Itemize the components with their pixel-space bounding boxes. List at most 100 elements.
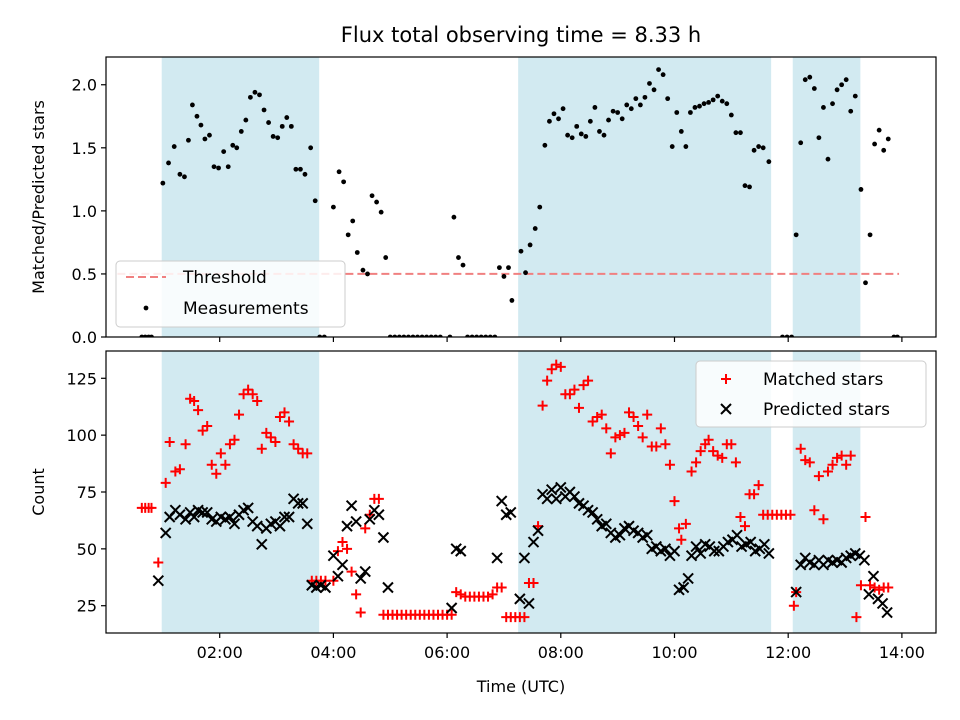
matched-star-point	[860, 512, 871, 523]
predicted-star-point	[527, 536, 540, 548]
measurement-point	[293, 166, 299, 172]
measurement-point	[839, 82, 845, 88]
measurement-point	[715, 93, 721, 99]
measurement-point	[642, 94, 648, 100]
measurement-point	[190, 102, 195, 108]
measurement-point	[261, 107, 267, 113]
matched-star-point	[252, 396, 263, 407]
matched-star-point	[202, 421, 213, 432]
matched-star-point	[619, 427, 630, 438]
measurement-point	[628, 106, 634, 112]
matched-star-point	[800, 455, 811, 466]
measurement-point	[821, 105, 826, 110]
predicted-star-point	[292, 497, 304, 510]
measurement-point	[341, 179, 347, 185]
measurement-point	[619, 116, 625, 122]
predicted-star-point	[614, 529, 626, 541]
predicted-star-point	[283, 511, 295, 523]
predicted-star-point	[491, 552, 503, 564]
y-tick-label: 1.5	[72, 139, 97, 158]
legend-box	[695, 360, 927, 428]
predicted-star-point	[523, 597, 535, 610]
y-tick-label: 0.0	[72, 328, 97, 347]
predicted-star-point	[591, 513, 603, 525]
y-tick-label: 125	[66, 369, 97, 388]
measurement-point	[733, 130, 739, 136]
matched-star-point	[851, 612, 862, 623]
measurement-point	[876, 127, 882, 133]
measurement-point	[518, 248, 524, 254]
measurement-point	[551, 111, 557, 117]
measurement-point	[760, 145, 766, 151]
matched-star-point	[795, 443, 806, 454]
measurement-point	[858, 187, 864, 192]
measurement-point	[354, 250, 360, 255]
measurement-point	[171, 144, 177, 149]
x-axis-label: Time (UTC)	[476, 677, 565, 696]
predicted-star-point	[327, 549, 340, 562]
matched-star-point	[153, 557, 164, 568]
measurement-point	[509, 298, 515, 303]
measurement-point	[216, 165, 221, 171]
matched-star-point	[785, 509, 796, 520]
measurement-point	[532, 226, 538, 231]
matched-star-point	[288, 439, 299, 450]
matched-star-point	[224, 439, 235, 450]
predicted-star-point	[550, 493, 562, 505]
predicted-star-point	[350, 515, 362, 528]
matched-star-point	[869, 582, 880, 593]
measurement-point	[284, 115, 290, 120]
matched-star-point	[160, 477, 171, 488]
predicted-star-point	[224, 511, 236, 523]
predicted-star-point	[763, 547, 775, 560]
matched-star-point	[274, 411, 285, 422]
matched-star-point	[660, 439, 671, 450]
measurement-point	[601, 132, 607, 138]
measurement-point	[583, 134, 589, 139]
matched-star-point	[674, 523, 685, 534]
matched-star-point	[238, 389, 249, 400]
measurement-point	[807, 74, 813, 80]
measurement-point	[257, 92, 262, 98]
matched-star-point	[455, 589, 466, 600]
matched-star-point	[822, 466, 833, 477]
measurement-point	[647, 81, 652, 86]
measurement-point	[592, 105, 598, 110]
y-tick-label: 0.5	[72, 265, 97, 284]
measurement-point	[665, 96, 671, 102]
measurement-point	[697, 103, 702, 109]
y-axis-label: Count	[29, 468, 48, 516]
measurement-point	[252, 89, 258, 95]
legend-predicted-swatch	[720, 403, 732, 415]
measurement-point	[369, 193, 375, 199]
matched-star-point	[174, 464, 185, 475]
measurement-point	[565, 132, 571, 138]
matched-star-point	[804, 457, 815, 468]
predicted-star-point	[242, 502, 254, 514]
predicted-star-point	[336, 559, 349, 571]
y-tick-label: 75	[77, 483, 97, 502]
measurement-point	[302, 171, 308, 177]
legend-matched-label: Matched stars	[763, 370, 883, 390]
measurement-point	[610, 108, 616, 114]
matched-star-point	[601, 423, 612, 434]
matched-star-point	[637, 432, 648, 443]
matched-star-point	[651, 441, 662, 452]
measurement-point	[160, 180, 166, 186]
measurement-point	[312, 198, 318, 204]
matched-star-point	[164, 436, 175, 447]
matched-star-point	[487, 589, 498, 600]
matched-star-point	[146, 502, 157, 513]
x-tick-label: 12:00	[765, 643, 811, 662]
matched-star-point	[229, 434, 240, 445]
matched-star-point	[302, 448, 313, 459]
predicted-star-point	[690, 540, 702, 553]
matched-star-point	[215, 448, 226, 459]
matched-star-point	[691, 457, 702, 468]
predicted-star-point	[677, 581, 690, 594]
predicted-star-point	[881, 606, 893, 619]
matched-star-point	[279, 407, 290, 418]
matched-star-point	[735, 512, 746, 523]
matched-star-point	[189, 396, 200, 407]
legend-predicted-label: Predicted stars	[763, 400, 890, 420]
